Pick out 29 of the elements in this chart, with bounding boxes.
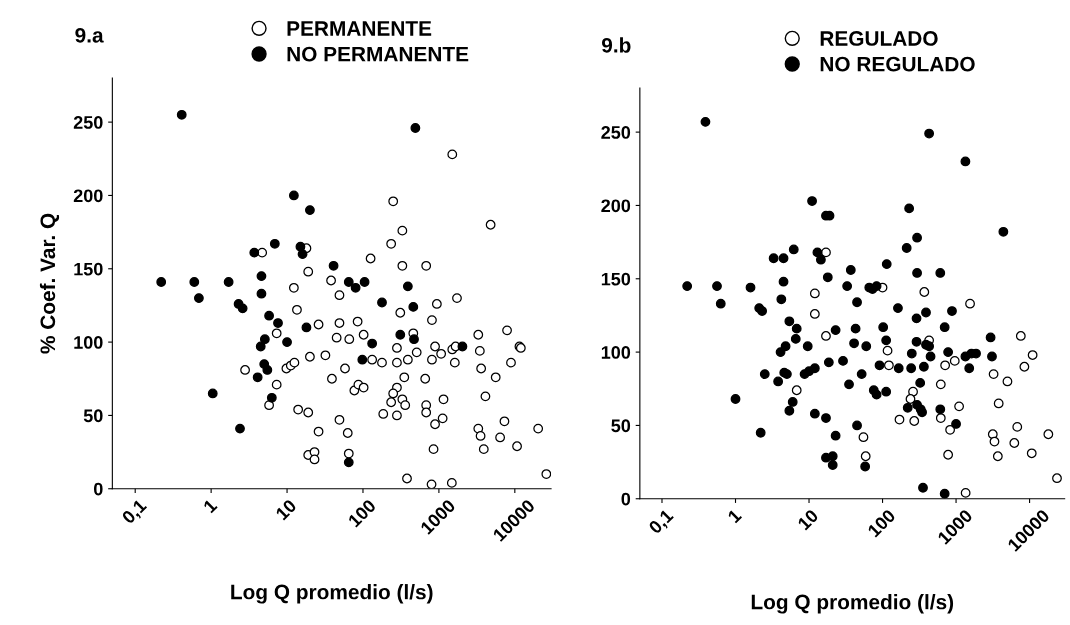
y-tick-label: 200 bbox=[73, 189, 103, 203]
x-tick-label: 1 bbox=[202, 498, 218, 514]
x-tick-label: 0,1 bbox=[121, 498, 149, 527]
y-tick-label: 250 bbox=[73, 116, 103, 129]
x-tick-label: 10 bbox=[797, 508, 820, 531]
chart-title: 9.b bbox=[601, 37, 631, 53]
y-tick-label: 250 bbox=[601, 126, 631, 139]
y-tick-label: 50 bbox=[611, 419, 631, 433]
y-tick-label: 100 bbox=[601, 346, 631, 359]
x-axis-title: Log Q promedio (l/s) bbox=[751, 594, 954, 614]
y-tick-label: 200 bbox=[601, 199, 631, 213]
legend-label: NO REGULADO bbox=[820, 56, 975, 72]
y-axis-title: % Coef. Var. Q bbox=[39, 213, 60, 354]
y-tick-label: 0 bbox=[621, 492, 631, 506]
y-tick-label: 150 bbox=[601, 272, 631, 286]
legend-label: REGULADO bbox=[820, 31, 938, 46]
x-tick-label: 100 bbox=[347, 498, 377, 528]
x-tick-label: 0,1 bbox=[648, 508, 676, 537]
legend-label: PERMANENTE bbox=[287, 21, 432, 36]
legend-label: NO PERMANENTE bbox=[287, 46, 469, 62]
x-tick-label: 100 bbox=[867, 508, 897, 538]
y-tick-label: 50 bbox=[83, 409, 103, 423]
x-axis-title: Log Q promedio (l/s) bbox=[231, 584, 433, 604]
chart-title: 9.a bbox=[75, 27, 104, 43]
y-tick-label: 150 bbox=[74, 262, 103, 276]
x-tick-label: 1 bbox=[727, 508, 742, 524]
y-tick-label: 0 bbox=[94, 482, 103, 496]
x-tick-label: 10 bbox=[275, 498, 298, 521]
y-tick-label: 100 bbox=[74, 336, 103, 349]
